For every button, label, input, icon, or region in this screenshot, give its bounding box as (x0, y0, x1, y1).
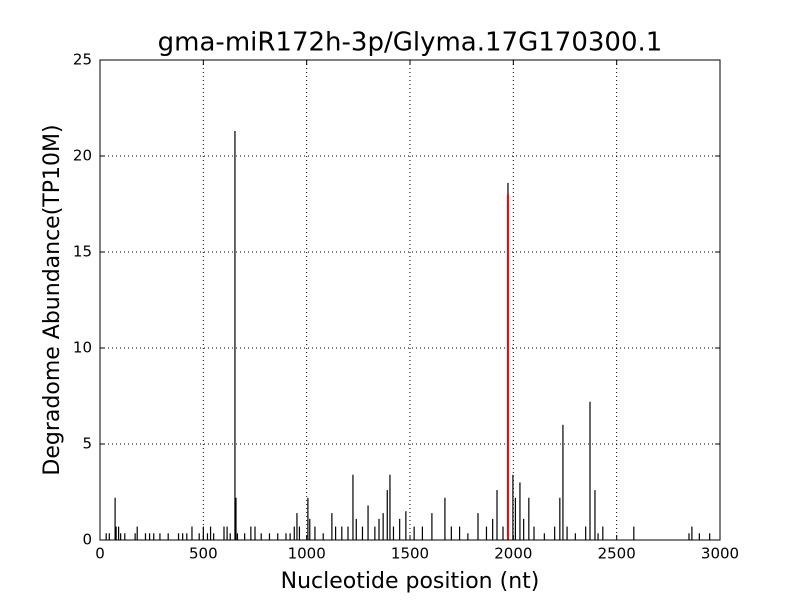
y-tick-label: 10 (73, 339, 92, 357)
y-tick-label: 25 (73, 51, 92, 69)
x-tick-label: 1000 (288, 545, 326, 563)
x-tick-label: 2500 (598, 545, 636, 563)
y-tick-label: 20 (73, 147, 92, 165)
x-tick-label: 500 (189, 545, 218, 563)
x-tick-label: 2000 (494, 545, 532, 563)
y-tick-label: 5 (82, 435, 92, 453)
plot-frame (99, 59, 721, 541)
y-tick-label: 15 (73, 243, 92, 261)
y-tick-label: 0 (82, 531, 92, 549)
chart-title: gma-miR172h-3p/Glyma.17G170300.1 (158, 28, 663, 58)
y-axis-label: Degradome Abundance(TP10M) (40, 124, 65, 475)
x-tick-label: 0 (95, 545, 105, 563)
x-tick-label: 1500 (391, 545, 429, 563)
x-axis-label: Nucleotide position (nt) (281, 569, 540, 594)
x-tick-label: 3000 (701, 545, 739, 563)
